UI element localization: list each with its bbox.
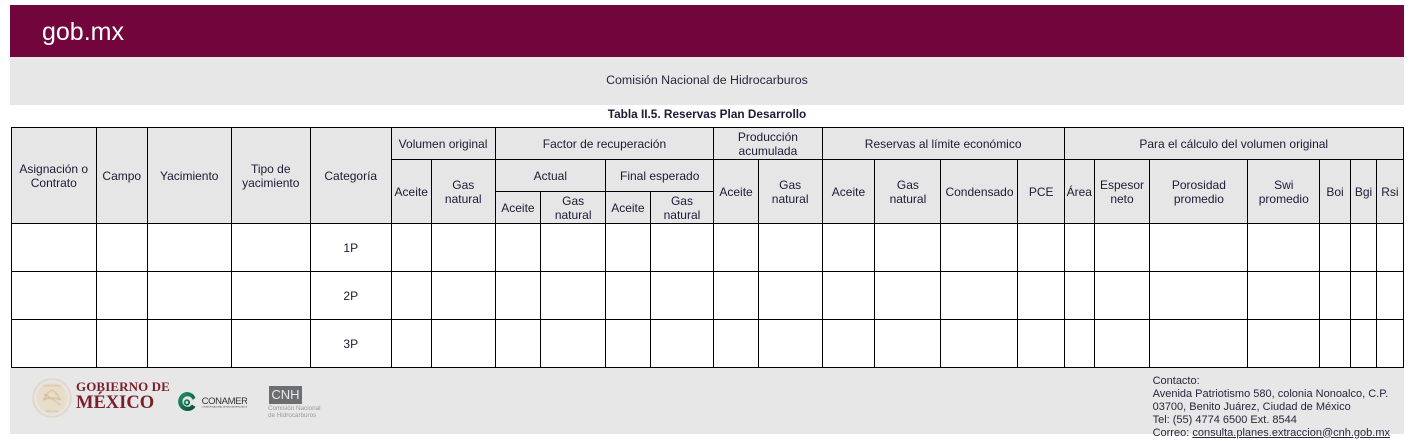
svg-text:CONAMER: CONAMER — [202, 395, 247, 406]
